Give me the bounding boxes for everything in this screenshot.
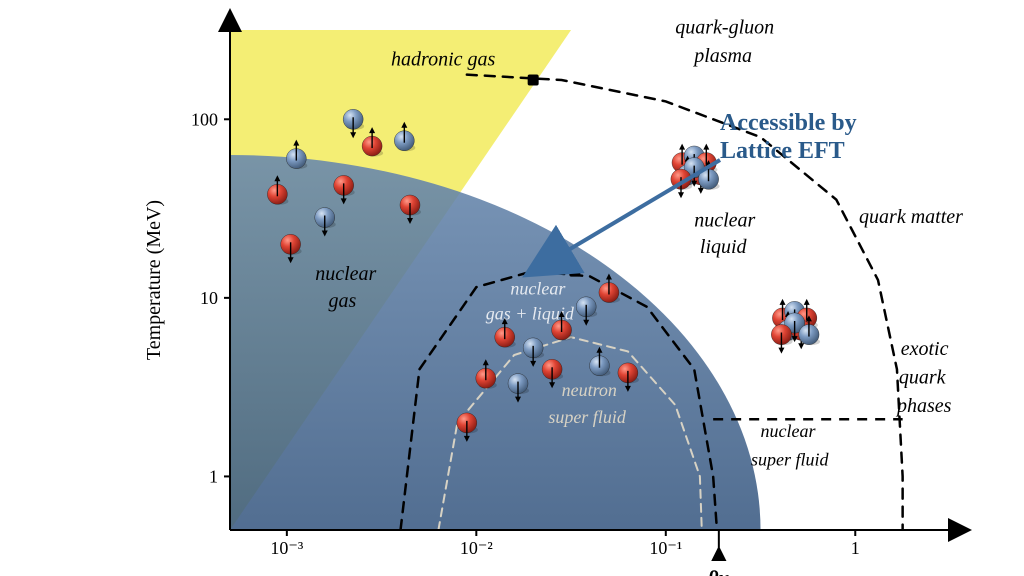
y-tick-label: 1 [209, 466, 218, 486]
rho-n-marker [713, 530, 725, 560]
region-label: liquid [700, 236, 748, 258]
region-label: quark [899, 367, 947, 389]
critical-point-1 [569, 266, 580, 277]
critical-point-0 [528, 75, 539, 86]
region-label: nuclear [315, 263, 376, 285]
x-tick-label: 10⁻² [460, 538, 493, 558]
y-tick-label: 100 [191, 109, 218, 129]
x-tick-label: 1 [851, 538, 860, 558]
region-label: plasma [692, 45, 752, 67]
region-label: gas [329, 290, 357, 312]
region-label: super fluid [751, 450, 830, 470]
region-label: quark-gluon [675, 17, 774, 39]
rho-n-label: ρN [708, 563, 729, 576]
y-tick-label: 10 [200, 288, 218, 308]
y-axis-title: Temperature (MeV) [143, 200, 165, 360]
x-tick-label: 10⁻³ [270, 538, 304, 558]
region-label: nuclear [761, 421, 817, 441]
region-label: nuclear [694, 209, 755, 231]
region-label: exotic [901, 338, 949, 360]
lattice-eft-region [230, 155, 761, 530]
region-label: nuclear [510, 278, 566, 298]
region-label: phases [895, 395, 952, 417]
region-label: hadronic gas [391, 49, 495, 71]
x-tick-label: 10⁻¹ [649, 538, 682, 558]
callout-arrow [560, 160, 720, 255]
callout-text-1: Accessible by [720, 110, 857, 136]
region-label: quark matter [859, 206, 963, 228]
nucleon-red [771, 324, 792, 353]
region-label: neutron [562, 380, 617, 400]
region-label: super fluid [548, 407, 627, 427]
callout-text-2: Lattice EFT [720, 138, 845, 164]
